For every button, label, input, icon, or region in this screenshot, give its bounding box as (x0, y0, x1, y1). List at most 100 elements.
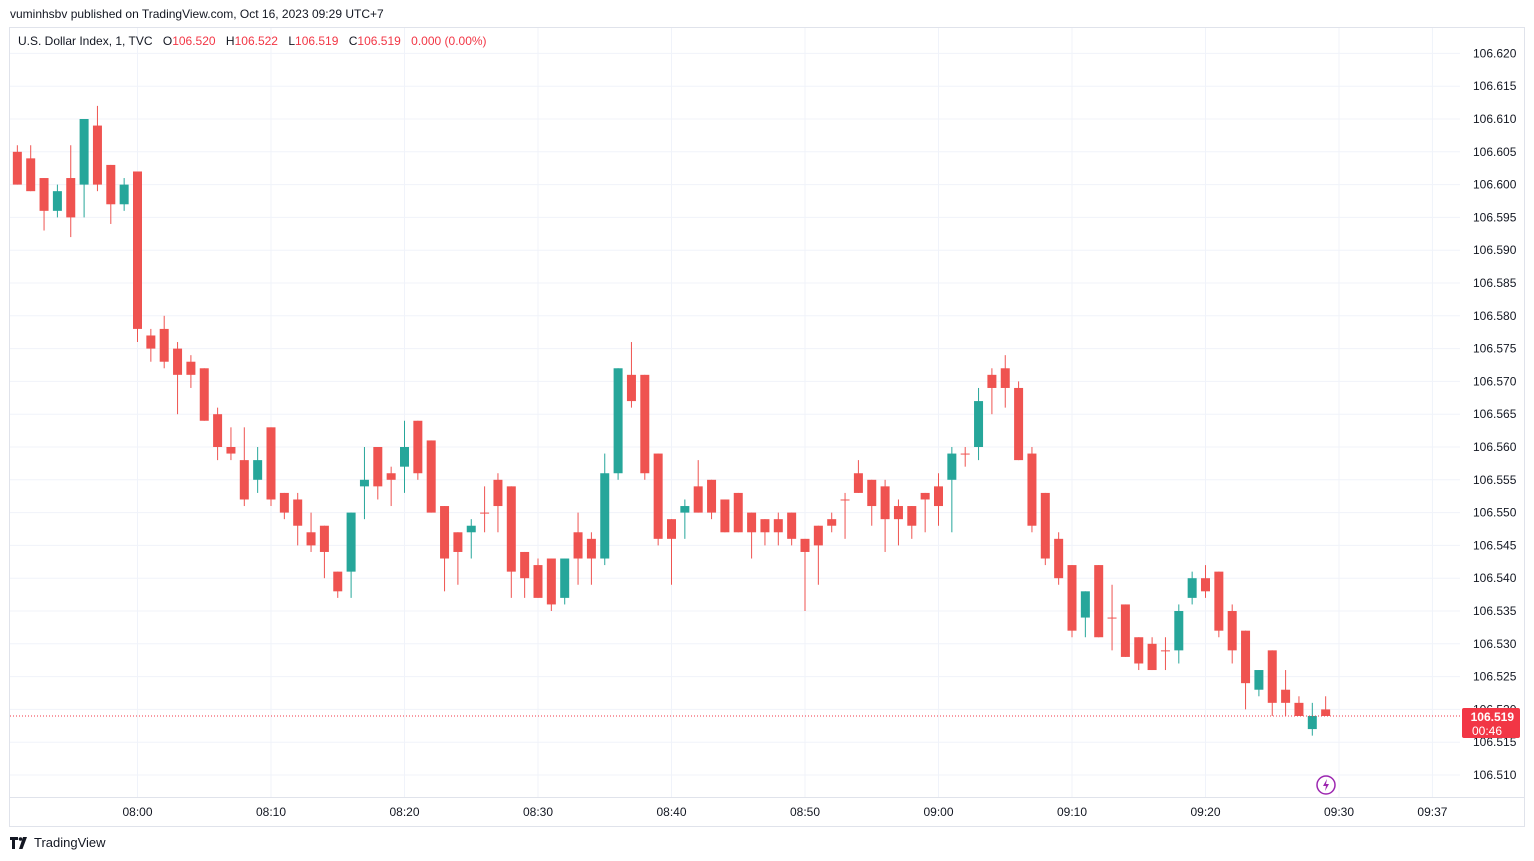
candle-body[interactable] (440, 506, 450, 559)
candle-body[interactable] (720, 499, 730, 533)
candle-body[interactable] (840, 499, 850, 501)
candle-body[interactable] (533, 565, 543, 598)
candle-body[interactable] (1054, 538, 1064, 579)
candle-body[interactable] (466, 525, 476, 533)
candle-body[interactable] (1000, 368, 1010, 388)
candle-body[interactable] (1254, 670, 1264, 690)
candle-body[interactable] (560, 558, 570, 598)
candle-body[interactable] (239, 460, 249, 500)
candle-body[interactable] (293, 499, 303, 526)
candle-body[interactable] (947, 453, 957, 480)
candle-body[interactable] (640, 374, 650, 474)
candle-body[interactable] (1160, 650, 1170, 652)
candle-body[interactable] (960, 453, 970, 455)
candle-body[interactable] (26, 158, 36, 192)
candle-body[interactable] (1014, 387, 1024, 461)
candle-body[interactable] (1147, 643, 1157, 671)
candle-body[interactable] (813, 525, 823, 546)
candle-body[interactable] (413, 420, 423, 474)
candle-body[interactable] (1307, 715, 1317, 730)
candle-body[interactable] (1227, 611, 1237, 651)
candle-body[interactable] (680, 506, 690, 513)
candle-body[interactable] (867, 479, 877, 507)
candle-body[interactable] (52, 191, 62, 211)
candle-body[interactable] (1134, 637, 1144, 664)
candle-body[interactable] (186, 361, 196, 375)
candle-body[interactable] (1241, 630, 1251, 684)
candle-body[interactable] (213, 414, 223, 447)
candle-body[interactable] (1027, 453, 1037, 526)
candle-body[interactable] (1040, 492, 1050, 559)
candle-body[interactable] (773, 519, 783, 533)
candle-body[interactable] (1120, 604, 1130, 657)
candle-body[interactable] (226, 447, 236, 454)
candle-body[interactable] (386, 473, 396, 480)
candle-body[interactable] (800, 538, 810, 552)
candle-body[interactable] (253, 460, 263, 480)
candle-body[interactable] (907, 506, 917, 526)
candle-body[interactable] (39, 178, 49, 211)
candle-body[interactable] (426, 440, 436, 513)
candle-body[interactable] (306, 532, 316, 546)
tradingview-footer[interactable]: TradingView (10, 835, 106, 850)
candle-body[interactable] (359, 479, 369, 487)
candle-body[interactable] (66, 178, 76, 218)
candle-body[interactable] (920, 492, 930, 500)
candle-body[interactable] (1107, 617, 1117, 619)
candle-body[interactable] (1187, 578, 1197, 598)
candle-body[interactable] (453, 532, 463, 552)
candle-body[interactable] (1214, 571, 1224, 631)
candle-body[interactable] (613, 368, 623, 474)
candle-body[interactable] (586, 538, 596, 559)
candle-body[interactable] (760, 519, 770, 533)
candle-body[interactable] (493, 479, 503, 507)
candle-body[interactable] (653, 453, 663, 539)
candle-body[interactable] (333, 571, 343, 592)
candle-body[interactable] (119, 184, 129, 205)
candle-body[interactable] (1094, 565, 1104, 638)
candle-body[interactable] (146, 335, 156, 349)
candle-body[interactable] (92, 125, 102, 185)
candle-body[interactable] (600, 473, 610, 559)
candle-body[interactable] (1174, 611, 1184, 651)
candle-body[interactable] (546, 558, 556, 605)
candle-body[interactable] (520, 551, 530, 579)
candle-body[interactable] (1201, 578, 1210, 592)
candle-body[interactable] (159, 328, 169, 362)
candle-body[interactable] (266, 427, 276, 500)
candle-body[interactable] (506, 486, 516, 572)
candle-body[interactable] (1281, 689, 1291, 703)
candle-body[interactable] (1294, 702, 1304, 716)
candle-body[interactable] (12, 151, 22, 185)
candle-body[interactable] (747, 512, 757, 533)
candle-body[interactable] (573, 532, 583, 559)
candle-body[interactable] (880, 486, 890, 520)
candle-body[interactable] (400, 447, 409, 467)
candle-body[interactable] (346, 512, 356, 572)
candle-body[interactable] (1067, 565, 1077, 631)
candle-body[interactable] (853, 473, 863, 493)
candle-body[interactable] (667, 519, 676, 539)
candle-body[interactable] (480, 512, 490, 514)
candle-body[interactable] (373, 447, 383, 487)
candle-body[interactable] (733, 492, 743, 533)
candle-body[interactable] (199, 368, 209, 421)
candle-body[interactable] (1321, 709, 1331, 716)
legend-symbol[interactable]: U.S. Dollar Index, 1, TVC (18, 34, 153, 48)
candle-body[interactable] (626, 374, 636, 402)
candle-body[interactable] (987, 374, 997, 388)
candle-body[interactable] (79, 119, 89, 185)
candle-body[interactable] (693, 486, 703, 513)
candle-body[interactable] (133, 171, 142, 329)
candle-body[interactable] (279, 492, 289, 513)
candle-body[interactable] (173, 348, 183, 375)
candle-body[interactable] (319, 525, 329, 552)
candle-body[interactable] (893, 506, 903, 520)
candle-body[interactable] (1080, 591, 1090, 618)
candle-body[interactable] (934, 486, 943, 507)
candle-body[interactable] (1267, 650, 1277, 703)
candle-body[interactable] (106, 164, 116, 205)
candle-body[interactable] (827, 519, 837, 526)
candle-body[interactable] (787, 512, 797, 539)
